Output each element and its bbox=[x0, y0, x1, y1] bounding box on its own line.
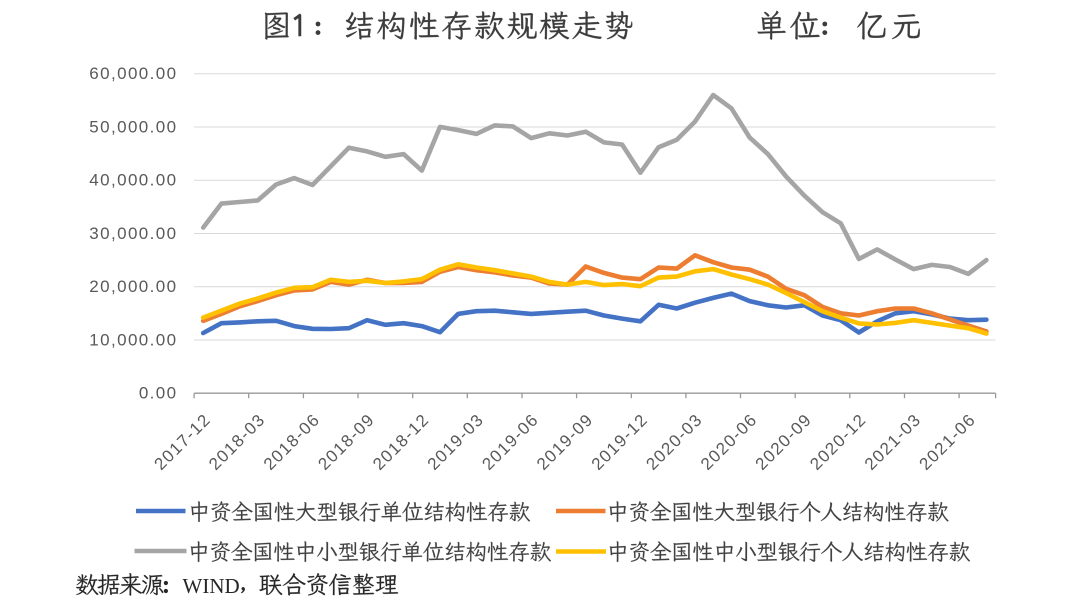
svg-text:40,000.00: 40,000.00 bbox=[89, 171, 177, 190]
svg-text:50,000.00: 50,000.00 bbox=[89, 117, 177, 136]
svg-text:60,000.00: 60,000.00 bbox=[89, 64, 177, 83]
svg-text:0.00: 0.00 bbox=[139, 384, 178, 403]
svg-text:10,000.00: 10,000.00 bbox=[89, 330, 177, 349]
svg-text:20,000.00: 20,000.00 bbox=[89, 277, 177, 296]
svg-text:30,000.00: 30,000.00 bbox=[89, 224, 177, 243]
svg-text:WIND: WIND bbox=[183, 574, 240, 598]
